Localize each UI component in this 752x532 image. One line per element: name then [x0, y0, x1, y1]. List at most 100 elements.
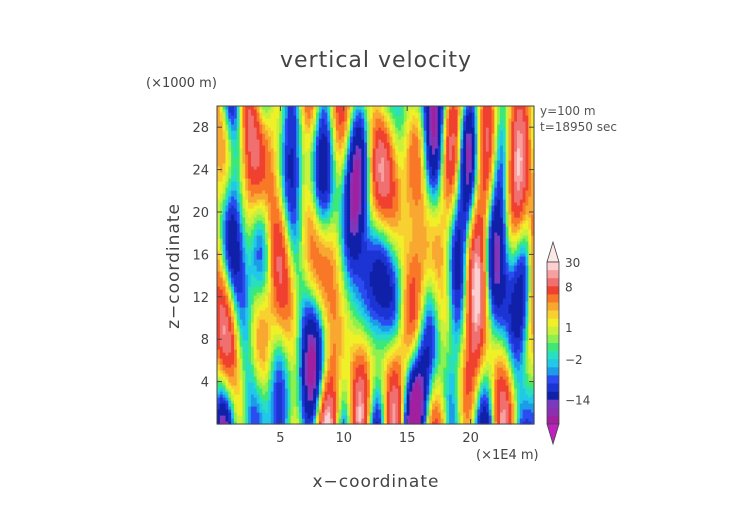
- heatmap-cell: [299, 415, 303, 419]
- heatmap-cell: [250, 265, 255, 269]
- heatmap-cell: [236, 208, 241, 212]
- heatmap-cell: [253, 397, 258, 401]
- heatmap-cell: [307, 253, 311, 257]
- heatmap-cell: [284, 187, 289, 191]
- heatmap-cell: [316, 349, 320, 353]
- heatmap-cell: [282, 286, 286, 290]
- heatmap-cell: [248, 169, 252, 173]
- heatmap-cell: [276, 277, 280, 281]
- heatmap-cell: [256, 265, 261, 269]
- heatmap-cell: [222, 412, 227, 416]
- heatmap-cell: [333, 190, 337, 194]
- heatmap-cell: [273, 340, 278, 344]
- heatmap-cell: [239, 211, 244, 215]
- heatmap-cell: [231, 112, 235, 116]
- heatmap-cell: [253, 181, 258, 185]
- heatmap-cell: [279, 301, 283, 305]
- heatmap-cell: [299, 142, 303, 146]
- heatmap-cell: [313, 352, 317, 356]
- heatmap-cell: [287, 121, 292, 125]
- heatmap-cell: [313, 226, 317, 230]
- heatmap-cell: [250, 400, 255, 404]
- heatmap-cell: [259, 280, 263, 284]
- heatmap-cell: [228, 166, 232, 170]
- heatmap-cell: [253, 370, 258, 374]
- heatmap-cell: [236, 244, 241, 248]
- heatmap-cell: [245, 163, 249, 167]
- heatmap-cell: [233, 259, 238, 263]
- heatmap-cell: [304, 415, 309, 419]
- heatmap-cell: [242, 169, 246, 173]
- heatmap-cell: [307, 151, 311, 155]
- heatmap-cell: [327, 289, 331, 293]
- heatmap-cell: [301, 172, 306, 176]
- heatmap-cell: [239, 190, 244, 194]
- heatmap-cell: [245, 136, 249, 140]
- heatmap-cell: [233, 412, 238, 416]
- heatmap-cell: [321, 316, 326, 320]
- heatmap-cell: [225, 415, 229, 419]
- heatmap-cell: [259, 355, 263, 359]
- heatmap-cell: [231, 157, 235, 161]
- heatmap-cell: [276, 358, 280, 362]
- heatmap-cell: [287, 271, 292, 275]
- heatmap-cell: [310, 301, 314, 305]
- heatmap-cell: [287, 178, 292, 182]
- heatmap-cell: [273, 412, 278, 416]
- heatmap-cell: [301, 295, 306, 299]
- heatmap-cell: [284, 340, 289, 344]
- heatmap-cell: [228, 409, 232, 413]
- heatmap-cell: [310, 382, 314, 386]
- heatmap-cell: [333, 235, 337, 239]
- heatmap-cell: [304, 190, 309, 194]
- heatmap-cell: [265, 346, 269, 350]
- heatmap-cell: [231, 124, 235, 128]
- heatmap-cell: [301, 289, 306, 293]
- heatmap-cell: [293, 265, 297, 269]
- heatmap-cell: [273, 223, 278, 227]
- heatmap-cell: [299, 160, 303, 164]
- heatmap-cell: [253, 277, 258, 281]
- heatmap-cell: [242, 289, 246, 293]
- heatmap-cell: [245, 397, 249, 401]
- heatmap-cell: [333, 193, 337, 197]
- heatmap-cell: [233, 166, 238, 170]
- heatmap-cell: [256, 235, 261, 239]
- heatmap-cell: [321, 295, 326, 299]
- heatmap-cell: [265, 205, 269, 209]
- heatmap-cell: [301, 385, 306, 389]
- heatmap-cell: [228, 277, 232, 281]
- heatmap-cell: [333, 277, 337, 281]
- heatmap-cell: [293, 256, 297, 260]
- heatmap-cell: [301, 154, 306, 158]
- heatmap-cell: [225, 199, 229, 203]
- heatmap-cell: [284, 349, 289, 353]
- heatmap-cell: [219, 307, 224, 311]
- heatmap-cell: [256, 346, 261, 350]
- heatmap-cell: [324, 160, 328, 164]
- heatmap-cell: [287, 421, 292, 425]
- heatmap-cell: [217, 340, 221, 344]
- heatmap-cell: [245, 145, 249, 149]
- heatmap-cell: [222, 313, 227, 317]
- heatmap-cell: [250, 166, 255, 170]
- heatmap-cell: [327, 376, 331, 380]
- heatmap-cell: [301, 355, 306, 359]
- heatmap-cell: [318, 310, 323, 314]
- heatmap-cell: [248, 211, 252, 215]
- heatmap-cell: [267, 196, 272, 200]
- heatmap-cell: [299, 172, 303, 176]
- heatmap-cell: [301, 148, 306, 152]
- heatmap-cell: [270, 151, 275, 155]
- heatmap-cell: [301, 211, 306, 215]
- heatmap-cell: [324, 247, 328, 251]
- heatmap-cell: [287, 238, 292, 242]
- heatmap-cell: [304, 385, 309, 389]
- heatmap-cell: [267, 397, 272, 401]
- heatmap-cell: [318, 127, 323, 131]
- heatmap-cell: [270, 106, 275, 110]
- heatmap-cell: [276, 328, 280, 332]
- heatmap-cell: [231, 223, 235, 227]
- heatmap-cell: [245, 325, 249, 329]
- heatmap-cell: [290, 397, 295, 401]
